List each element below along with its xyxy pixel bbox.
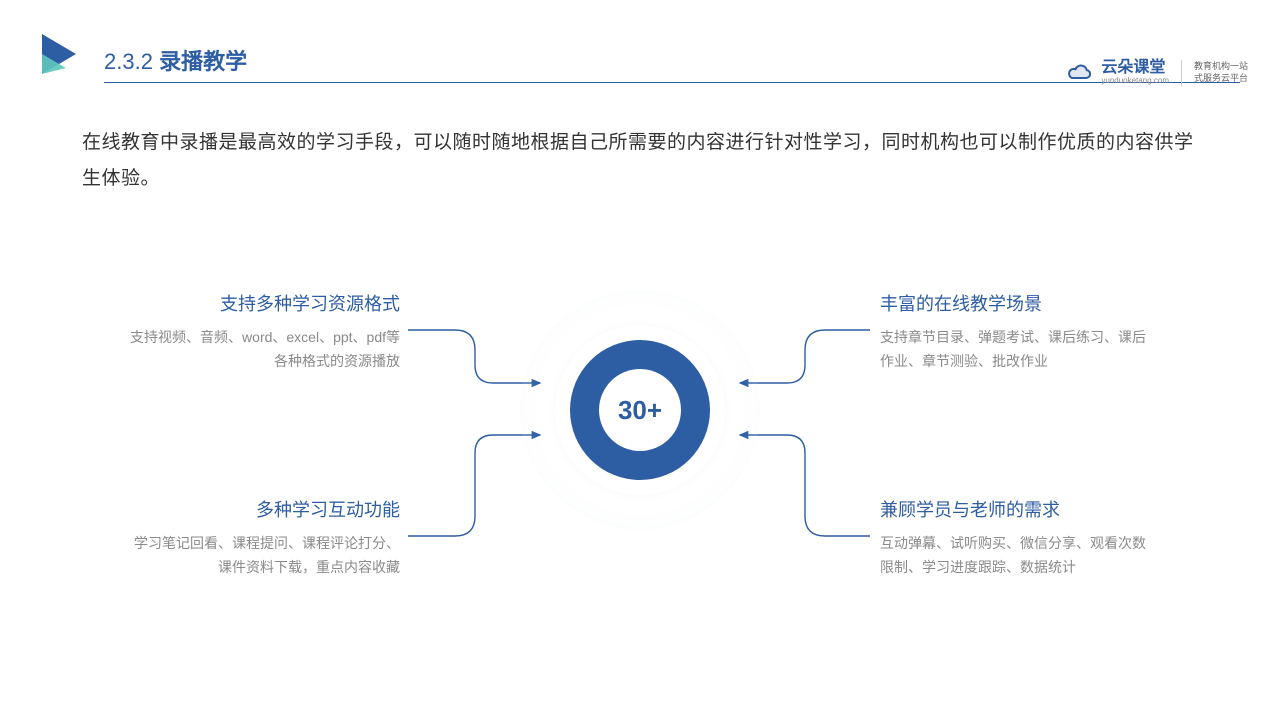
ring-blue: 30+ <box>570 340 710 480</box>
logo-slogan-line2: 式服务云平台 <box>1194 73 1248 85</box>
feature-desc: 互动弹幕、试听购买、微信分享、观看次数限制、学习进度跟踪、数据统计 <box>880 532 1150 580</box>
logo-divider <box>1181 60 1182 86</box>
feature-bottom-right: 兼顾学员与老师的需求 互动弹幕、试听购买、微信分享、观看次数限制、学习进度跟踪、… <box>880 496 1150 580</box>
brand-logo: 云朵课堂 yunduoketang.com 教育机构一站 式服务云平台 <box>1067 60 1248 86</box>
feature-bottom-left: 多种学习互动功能 学习笔记回看、课程提问、课程评论打分、课件资料下载，重点内容收… <box>130 496 400 580</box>
feature-top-left: 支持多种学习资源格式 支持视频、音频、word、excel、ppt、pdf等各种… <box>130 290 400 374</box>
center-diagram: 30+ <box>520 290 760 530</box>
logo-slogan-line1: 教育机构一站 <box>1194 61 1248 73</box>
feature-top-right: 丰富的在线教学场景 支持章节目录、弹题考试、课后练习、课后作业、章节测验、批改作… <box>880 290 1150 374</box>
section-title-text: 录播教学 <box>159 49 247 74</box>
intro-paragraph: 在线教育中录播是最高效的学习手段，可以随时随地根据自己所需要的内容进行针对性学习… <box>82 125 1210 197</box>
center-number: 30+ <box>618 395 662 426</box>
ring-inner: 30+ <box>599 369 681 451</box>
feature-title: 多种学习互动功能 <box>130 496 400 522</box>
section-number: 2.3.2 <box>104 49 153 74</box>
feature-desc: 支持视频、音频、word、excel、ppt、pdf等各种格式的资源播放 <box>130 326 400 374</box>
logo-brand-name: 云朵课堂 <box>1101 60 1169 76</box>
feature-desc: 学习笔记回看、课程提问、课程评论打分、课件资料下载，重点内容收藏 <box>130 532 400 580</box>
logo-domain: yunduoketang.com <box>1101 76 1169 86</box>
feature-title: 丰富的在线教学场景 <box>880 290 1150 316</box>
ring-outer: 30+ <box>520 290 760 530</box>
feature-title: 支持多种学习资源格式 <box>130 290 400 316</box>
play-icon <box>36 30 84 83</box>
ring-mid: 30+ <box>555 325 725 495</box>
feature-title: 兼顾学员与老师的需求 <box>880 496 1150 522</box>
feature-desc: 支持章节目录、弹题考试、课后练习、课后作业、章节测验、批改作业 <box>880 326 1150 374</box>
section-title: 2.3.2 录播教学 <box>104 44 247 76</box>
cloud-icon <box>1067 63 1093 83</box>
slide-header: 2.3.2 录播教学 云朵课堂 yunduoketang.com 教育机构一站 … <box>0 30 1280 90</box>
